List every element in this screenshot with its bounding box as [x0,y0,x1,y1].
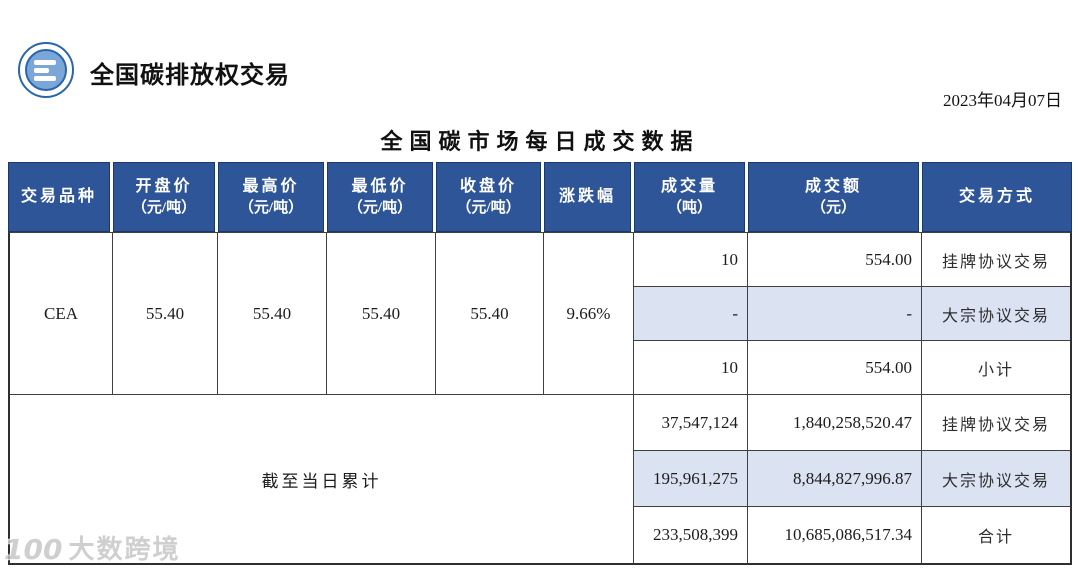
daily-trade-table: 交易品种 开盘价 （元/吨） 最高价 （元/吨） 最低价 （元/吨） 收盘价 （… [8,162,1072,565]
col-header-high-price: 最高价 （元/吨） [218,162,324,232]
cell-volume: 10 [634,341,748,395]
cumulative-label-cell: 截至当日累计 [10,395,634,563]
col-header-label: 交易品种 [20,188,97,205]
cell-amount: 554.00 [748,233,922,287]
logo-glyph-bar [34,59,56,65]
cell-close-price: 55.40 [436,233,544,395]
cell-change-pct: 9.66% [544,233,634,395]
cell-volume: - [634,287,748,341]
logo-glyph-bar [34,67,49,73]
cell-amount: 554.00 [748,341,922,395]
carbon-exchange-logo-icon [18,42,74,98]
cell-low-price: 55.40 [327,233,436,395]
cell-amount: 1,840,258,520.47 [748,395,922,451]
col-header-label: 涨跌幅 [558,188,616,205]
cell-volume: 10 [634,233,748,287]
col-header-unit: （元/吨） [131,200,197,216]
col-header-unit: （元/吨） [347,200,413,216]
cell-amount: - [748,287,922,341]
logo-glyph-bar [34,75,56,81]
col-header-label: 成交额 [804,178,862,195]
table-body: CEA 55.40 55.40 55.40 55.40 9.66% 10 554… [8,232,1072,565]
col-header-trade-method: 交易方式 [922,162,1072,232]
cell-product: CEA [10,233,113,395]
cell-trade-method: 挂牌协议交易 [922,395,1070,451]
col-header-amount: 成交额 （元） [748,162,919,232]
col-header-close-price: 收盘价 （元/吨） [436,162,541,232]
cell-volume: 37,547,124 [634,395,748,451]
cell-trade-method: 挂牌协议交易 [922,233,1070,287]
col-header-low-price: 最低价 （元/吨） [327,162,433,232]
cell-high-price: 55.40 [218,233,327,395]
cell-volume: 233,508,399 [634,507,748,563]
col-header-label: 最高价 [242,178,300,195]
col-header-volume: 成交量 （吨） [634,162,745,232]
brand-title: 全国碳排放权交易 [90,62,290,89]
col-header-unit: （元） [810,200,856,216]
cell-open-price: 55.40 [113,233,218,395]
col-header-unit: （元/吨） [238,200,304,216]
cell-trade-method: 大宗协议交易 [922,287,1070,341]
col-header-label: 开盘价 [135,178,193,195]
col-header-unit: （吨） [666,200,712,216]
page-title: 全国碳市场每日成交数据 [380,129,700,154]
cell-trade-method: 小计 [922,341,1070,395]
col-header-open-price: 开盘价 （元/吨） [113,162,215,232]
col-header-label: 交易方式 [958,188,1035,205]
cell-trade-method: 合计 [922,507,1070,563]
col-header-unit: （元/吨） [456,200,521,216]
cell-amount: 8,844,827,996.87 [748,451,922,507]
cell-amount: 10,685,086,517.34 [748,507,922,563]
col-header-label: 最低价 [351,178,409,195]
col-header-label: 收盘价 [459,178,517,195]
col-header-change-pct: 涨跌幅 [544,162,631,232]
logo-inner-circle [25,49,67,91]
cell-volume: 195,961,275 [634,451,748,507]
col-header-product: 交易品种 [8,162,110,232]
col-header-label: 成交量 [660,178,718,195]
table-header-row: 交易品种 开盘价 （元/吨） 最高价 （元/吨） 最低价 （元/吨） 收盘价 （… [8,162,1072,232]
cell-trade-method: 大宗协议交易 [922,451,1070,507]
report-date: 2023年04月07日 [943,91,1062,110]
